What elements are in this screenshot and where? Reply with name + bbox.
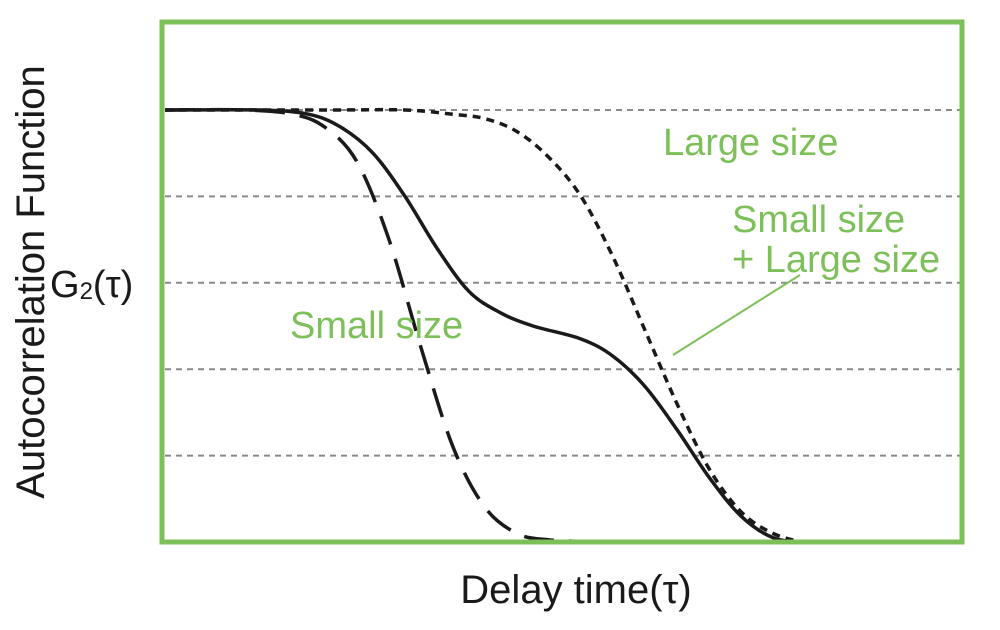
- series-line-solid: [164, 107, 869, 545]
- y-axis-symbol-subscript: 2: [80, 278, 93, 305]
- annotation-small-plus-large-line2: + Large size: [732, 239, 940, 281]
- y-axis-label: Autocorrelation Function: [9, 65, 53, 499]
- annotation-small-plus-large-line1: Small size: [732, 199, 905, 241]
- annotation-small-size: Small size: [290, 305, 463, 347]
- x-axis-label: Delay time(τ): [460, 568, 691, 612]
- annotation-leader-line: [672, 274, 801, 356]
- gridlines: [165, 109, 960, 457]
- plot-frame: [159, 19, 965, 545]
- y-axis-symbol: G2(τ): [50, 264, 133, 306]
- curves: [164, 107, 869, 545]
- annotation-large-size: Large size: [663, 122, 838, 164]
- y-axis-symbol-main: G: [50, 264, 80, 306]
- y-axis-symbol-argument: (τ): [93, 264, 133, 306]
- series-line-short-dash: [165, 107, 869, 545]
